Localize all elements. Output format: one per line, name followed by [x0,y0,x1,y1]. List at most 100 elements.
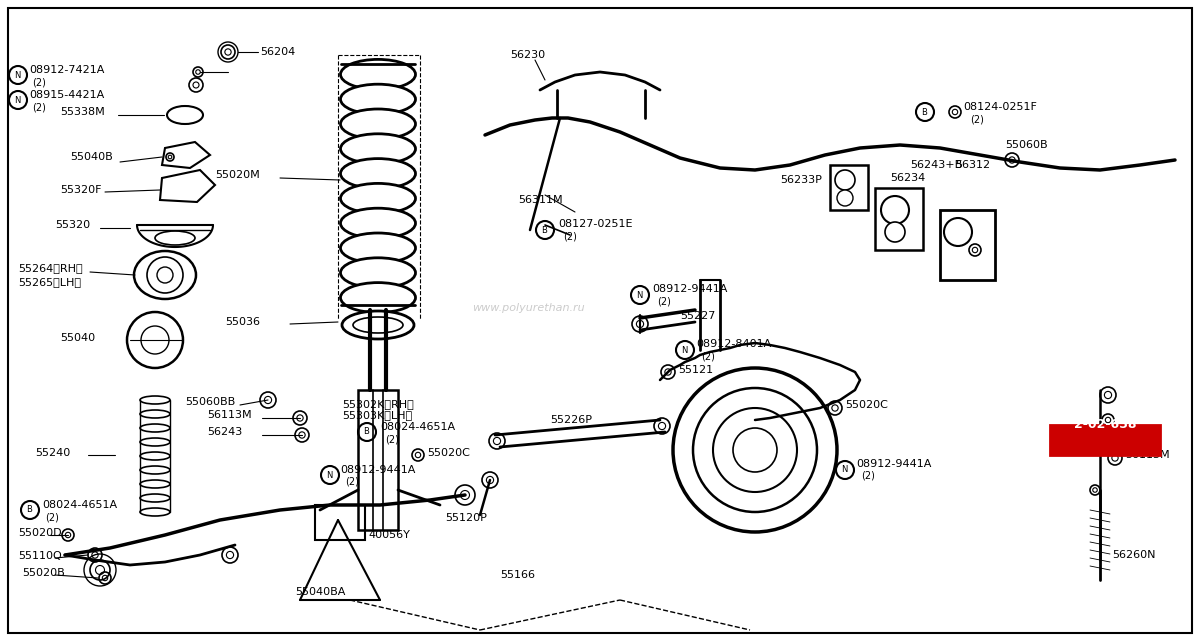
Ellipse shape [341,109,415,139]
Ellipse shape [140,410,170,418]
Circle shape [673,368,836,532]
Ellipse shape [342,311,414,339]
Text: 08124-0251F: 08124-0251F [962,102,1037,112]
Circle shape [127,312,184,368]
Text: 56311M: 56311M [518,195,563,205]
Text: 08127-0251E: 08127-0251E [558,219,632,229]
Text: 55020M: 55020M [215,170,259,180]
Ellipse shape [140,396,170,404]
Text: 55060B: 55060B [1004,140,1048,150]
Circle shape [692,388,817,512]
Text: 55110Q: 55110Q [18,551,61,561]
Text: 55265〈LH〉: 55265〈LH〉 [18,277,82,287]
Ellipse shape [134,251,196,299]
Text: (2): (2) [970,114,984,124]
Text: 56312: 56312 [955,160,990,170]
Text: (2): (2) [563,231,577,241]
Circle shape [148,257,184,293]
Text: (2): (2) [32,77,46,87]
Text: B: B [922,108,926,117]
Bar [314,505,365,540]
Ellipse shape [140,508,170,516]
Text: B: B [541,226,547,235]
Text: (2): (2) [32,102,46,112]
Text: 55227: 55227 [680,311,715,321]
Circle shape [157,267,173,283]
Circle shape [193,82,199,88]
Circle shape [884,222,905,242]
Text: (2): (2) [346,477,359,487]
Text: 08915-4421A: 08915-4421A [29,90,104,100]
Text: 40056Y: 40056Y [368,530,410,540]
Text: 55020B: 55020B [22,568,65,578]
Text: 08912-9441A: 08912-9441A [652,284,727,294]
Text: 56230: 56230 [510,50,545,60]
Ellipse shape [341,84,415,114]
Text: 56113M: 56113M [1124,450,1170,460]
Text: 55303K〈LH〉: 55303K〈LH〉 [342,410,412,420]
Ellipse shape [341,60,415,89]
Circle shape [713,408,797,492]
Text: B: B [364,428,368,437]
Text: 56233P: 56233P [780,175,822,185]
Ellipse shape [341,283,415,313]
Ellipse shape [341,233,415,263]
Ellipse shape [341,158,415,188]
Polygon shape [160,170,215,202]
Bar [830,165,868,210]
Text: 56260N: 56260N [1112,550,1156,560]
Text: 55020D: 55020D [18,528,61,538]
Text: 55166: 55166 [500,570,535,580]
Text: (2): (2) [658,296,671,306]
Text: N: N [14,96,20,104]
Ellipse shape [140,424,170,432]
Text: 55226P: 55226P [550,415,592,425]
Text: 55338M: 55338M [60,107,104,117]
Text: 55040BA: 55040BA [295,587,346,597]
Bar [940,210,995,280]
Circle shape [881,196,910,224]
Text: N: N [841,465,847,474]
Text: 56243+B: 56243+B [910,160,962,170]
Text: 55240: 55240 [35,448,71,458]
Ellipse shape [167,106,203,124]
Circle shape [733,428,778,472]
Ellipse shape [155,231,196,245]
Text: 56204: 56204 [260,47,295,57]
Text: (2): (2) [385,434,398,444]
Ellipse shape [140,438,170,446]
Text: N: N [636,290,642,299]
Text: 56234: 56234 [890,173,925,183]
Bar [358,390,398,530]
Circle shape [944,218,972,246]
Text: (2): (2) [860,471,875,481]
Ellipse shape [140,494,170,502]
Text: 55040: 55040 [60,333,95,343]
Text: 55302K〈RH〉: 55302K〈RH〉 [342,399,414,409]
Text: 55040B: 55040B [70,152,113,162]
Text: 55020C: 55020C [427,448,470,458]
Text: (2): (2) [701,351,715,361]
Text: 08912-8401A: 08912-8401A [696,339,772,349]
Ellipse shape [341,208,415,238]
Polygon shape [162,142,210,168]
Text: 55120P: 55120P [445,513,487,523]
Text: 2-02-658: 2-02-658 [1074,419,1136,431]
Ellipse shape [140,452,170,460]
Text: 08912-7421A: 08912-7421A [29,65,104,75]
Ellipse shape [341,134,415,164]
Text: 08912-9441A: 08912-9441A [856,459,931,469]
FancyBboxPatch shape [1050,425,1160,455]
Text: 55320F: 55320F [60,185,102,195]
Text: 56113M: 56113M [208,410,252,420]
Circle shape [142,326,169,354]
Circle shape [835,170,854,190]
Text: 08912-9441A: 08912-9441A [340,465,415,475]
Text: www.polyurethan.ru: www.polyurethan.ru [472,303,584,313]
Text: (2): (2) [46,512,59,522]
Text: 55036: 55036 [226,317,260,327]
Text: N: N [14,71,20,79]
Text: N: N [326,470,332,479]
Circle shape [836,190,853,206]
Text: 55060BB: 55060BB [185,397,235,407]
